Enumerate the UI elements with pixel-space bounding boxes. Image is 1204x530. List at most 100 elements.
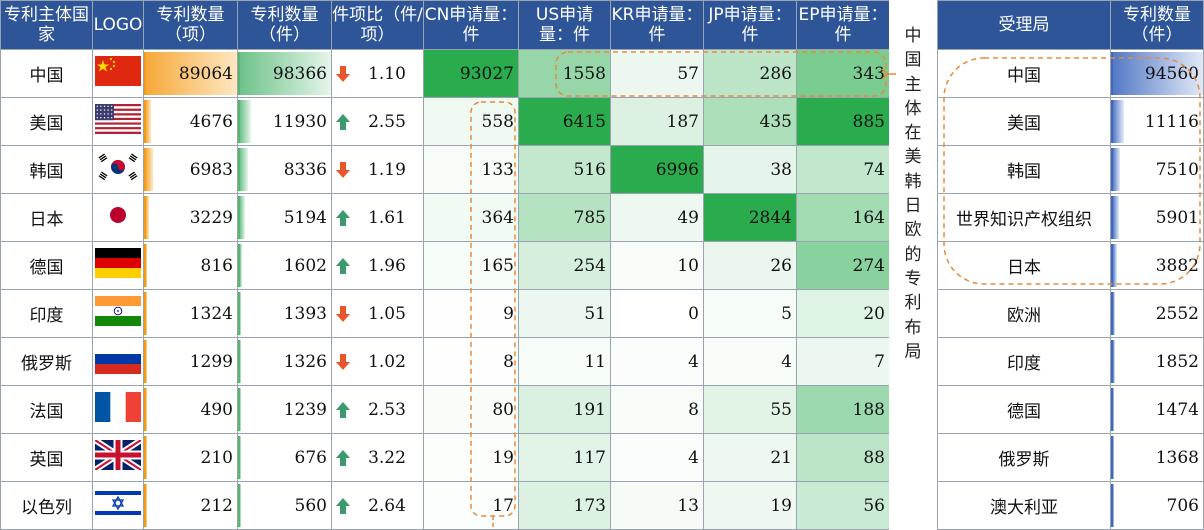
us-applications-value: 11 [584, 352, 606, 372]
ratio-value: 1.61 [351, 208, 423, 228]
patent-items-value: 490 [201, 400, 233, 420]
table-row: 印度132413931.059510520 [1, 290, 890, 338]
patent-items: 6983 [144, 146, 238, 194]
office-name: 德国 [938, 386, 1111, 434]
ep-applications-value: 56 [863, 496, 885, 516]
header-items: 专利数量（项） [144, 1, 238, 50]
jp-applications: 286 [704, 50, 797, 98]
patent-pieces-bar [238, 100, 251, 143]
jp-applications-value: 5 [781, 304, 792, 324]
office-patent-count-value: 1474 [1156, 400, 1199, 420]
office-name: 美国 [938, 98, 1111, 146]
jp-applications-value: 4 [781, 352, 792, 372]
table-row: 澳大利亚706 [938, 482, 1204, 530]
cn-applications-value: 133 [482, 160, 514, 180]
office-name: 澳大利亚 [938, 482, 1111, 530]
uk-flag [95, 440, 141, 470]
patent-pieces: 98366 [238, 50, 332, 98]
patent-pieces: 560 [238, 482, 332, 530]
jp-applications-value: 2844 [749, 208, 792, 228]
arrow-down-icon [335, 161, 351, 179]
ep-applications: 274 [797, 242, 890, 290]
cn-applications-value: 80 [492, 400, 514, 420]
patent-pieces-value: 11930 [273, 112, 327, 132]
us-applications-value: 1558 [563, 64, 606, 84]
arrow-down-icon [335, 353, 351, 371]
country-flag-cell [93, 98, 144, 146]
us-applications: 254 [519, 242, 611, 290]
china-flag [95, 56, 141, 86]
us-applications: 173 [519, 482, 611, 530]
patent-pieces: 8336 [238, 146, 332, 194]
office-patent-count: 3882 [1111, 242, 1204, 290]
table-row: 俄罗斯129913261.02811447 [1, 338, 890, 386]
kr-applications-value: 0 [688, 304, 699, 324]
office-patent-count-value: 7510 [1156, 160, 1199, 180]
table-row: 中国94560 [938, 50, 1204, 98]
ep-applications: 88 [797, 434, 890, 482]
patent-items-value: 89064 [179, 64, 233, 84]
country-flag-cell [93, 146, 144, 194]
office-patent-count-bar [1111, 100, 1124, 143]
office-patent-count-bar [1111, 244, 1117, 287]
piece-item-ratio: 1.05 [332, 290, 424, 338]
piece-item-ratio: 1.61 [332, 194, 424, 242]
ep-applications: 7 [797, 338, 890, 386]
kr-applications: 13 [611, 482, 704, 530]
piece-item-ratio: 1.10 [332, 50, 424, 98]
patent-items-bar [144, 388, 147, 431]
us-applications: 117 [519, 434, 611, 482]
patent-pieces-value: 5194 [284, 208, 327, 228]
patent-pieces: 676 [238, 434, 332, 482]
us-applications-value: 51 [584, 304, 606, 324]
patent-items-bar [144, 292, 147, 335]
ep-applications-value: 188 [853, 400, 885, 420]
office-name: 韩国 [938, 146, 1111, 194]
jp-applications-value: 55 [770, 400, 792, 420]
patent-pieces-bar [238, 148, 248, 191]
kr-applications-value: 6996 [656, 160, 699, 180]
office-patent-count: 11116 [1111, 98, 1204, 146]
piece-item-ratio: 3.22 [332, 434, 424, 482]
us-applications-value: 785 [574, 208, 606, 228]
country-name: 印度 [1, 290, 93, 338]
jp-applications: 19 [704, 482, 797, 530]
office-patent-count-value: 1852 [1156, 352, 1199, 372]
arrow-up-icon [335, 209, 351, 227]
office-patent-count-bar [1111, 436, 1114, 479]
office-patent-count: 94560 [1111, 50, 1204, 98]
piece-item-ratio: 2.53 [332, 386, 424, 434]
us-applications-value: 254 [574, 256, 606, 276]
ep-applications-value: 20 [863, 304, 885, 324]
country-flag-cell [93, 482, 144, 530]
germany-flag [95, 248, 141, 278]
patent-items-bar [144, 484, 147, 527]
cn-applications: 8 [424, 338, 519, 386]
ep-applications: 164 [797, 194, 890, 242]
france-flag [95, 392, 141, 422]
ep-applications-value: 343 [853, 64, 885, 84]
office-header-row: 受理局专利数量（件） [938, 1, 1204, 50]
kr-applications: 8 [611, 386, 704, 434]
office-patent-count: 706 [1111, 482, 1204, 530]
cn-applications: 17 [424, 482, 519, 530]
patent-pieces-value: 1326 [284, 352, 327, 372]
kr-applications: 6996 [611, 146, 704, 194]
country-name: 德国 [1, 242, 93, 290]
header-logo: LOGO [93, 1, 144, 50]
country-name: 美国 [1, 98, 93, 146]
patent-items: 816 [144, 242, 238, 290]
patent-items-value: 816 [201, 256, 233, 276]
patent-items-bar [144, 436, 147, 479]
patent-items-value: 6983 [190, 160, 233, 180]
country-flag-cell [93, 242, 144, 290]
ep-applications-value: 274 [853, 256, 885, 276]
table-row: 印度1852 [938, 338, 1204, 386]
office-patent-count-value: 5901 [1156, 208, 1199, 228]
ep-applications-value: 7 [874, 352, 885, 372]
patent-pieces-value: 676 [295, 448, 327, 468]
patent-pieces-bar [238, 244, 242, 287]
arrow-up-icon [335, 497, 351, 515]
annotation-text: 中国主体在美韩日欧的专利布局 [903, 24, 923, 364]
patent-country-table: 专利主体国家LOGO专利数量（项）专利数量（件）件项比（件/项）CN申请量：件U… [0, 0, 890, 530]
